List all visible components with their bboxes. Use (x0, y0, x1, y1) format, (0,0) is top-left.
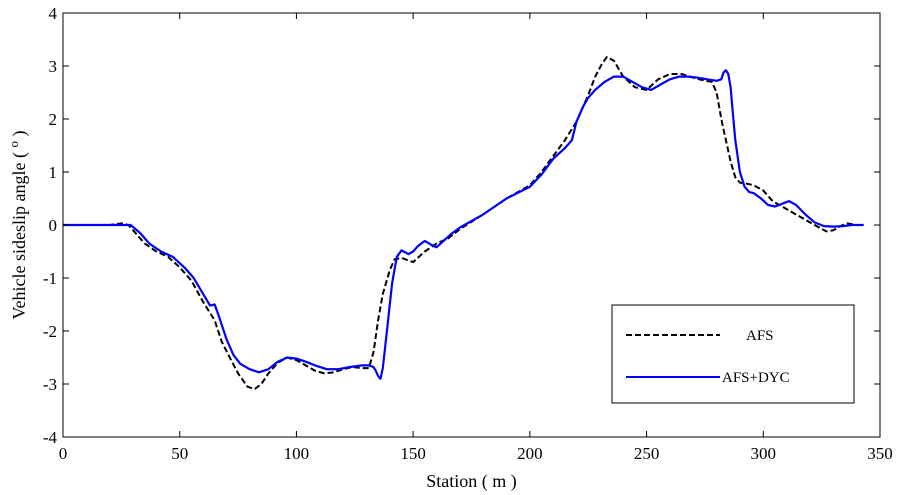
y-tick-label: -3 (43, 375, 57, 394)
y-tick-label: 2 (49, 110, 58, 129)
y-tick-label: 3 (49, 57, 58, 76)
y-tick-label: -2 (43, 322, 57, 341)
x-tick-label: 300 (751, 444, 777, 463)
series-layer (63, 56, 864, 391)
tick-layer: 0 50 100 150 200 250 300 350 -4 -3 -2 -1 0 1 2 3 4 (43, 4, 893, 463)
legend: AFS AFS+DYC (611, 304, 855, 404)
legend-box (611, 304, 855, 404)
x-tick-label: 100 (284, 444, 310, 463)
y-tick-label: 1 (49, 163, 58, 182)
series-line-afs (63, 56, 864, 391)
x-tick-label: 200 (517, 444, 543, 463)
y-tick-label: 4 (49, 4, 58, 23)
y-axis-title-suffix: ) (9, 131, 30, 142)
y-axis-title-prefix: Vehicle sideslip angle ( (9, 148, 30, 320)
x-tick-label: 250 (634, 444, 660, 463)
legend-label-afs: AFS (746, 328, 774, 344)
x-tick-label: 350 (867, 444, 893, 463)
y-axis-title-unit: o (6, 141, 21, 148)
y-axis-title: Vehicle sideslip angle ( o ) (6, 131, 31, 320)
x-tick-label: 150 (400, 444, 426, 463)
series-line-afs-dyc (63, 69, 864, 380)
legend-label-afs-dyc: AFS+DYC (722, 370, 790, 386)
y-tick-label: -4 (43, 428, 58, 447)
x-axis-title: Station ( m ) (426, 471, 517, 492)
x-tick-label: 0 (59, 444, 68, 463)
y-tick-label: 0 (49, 216, 58, 235)
y-tick-label: -1 (43, 269, 57, 288)
x-tick-label: 50 (171, 444, 188, 463)
